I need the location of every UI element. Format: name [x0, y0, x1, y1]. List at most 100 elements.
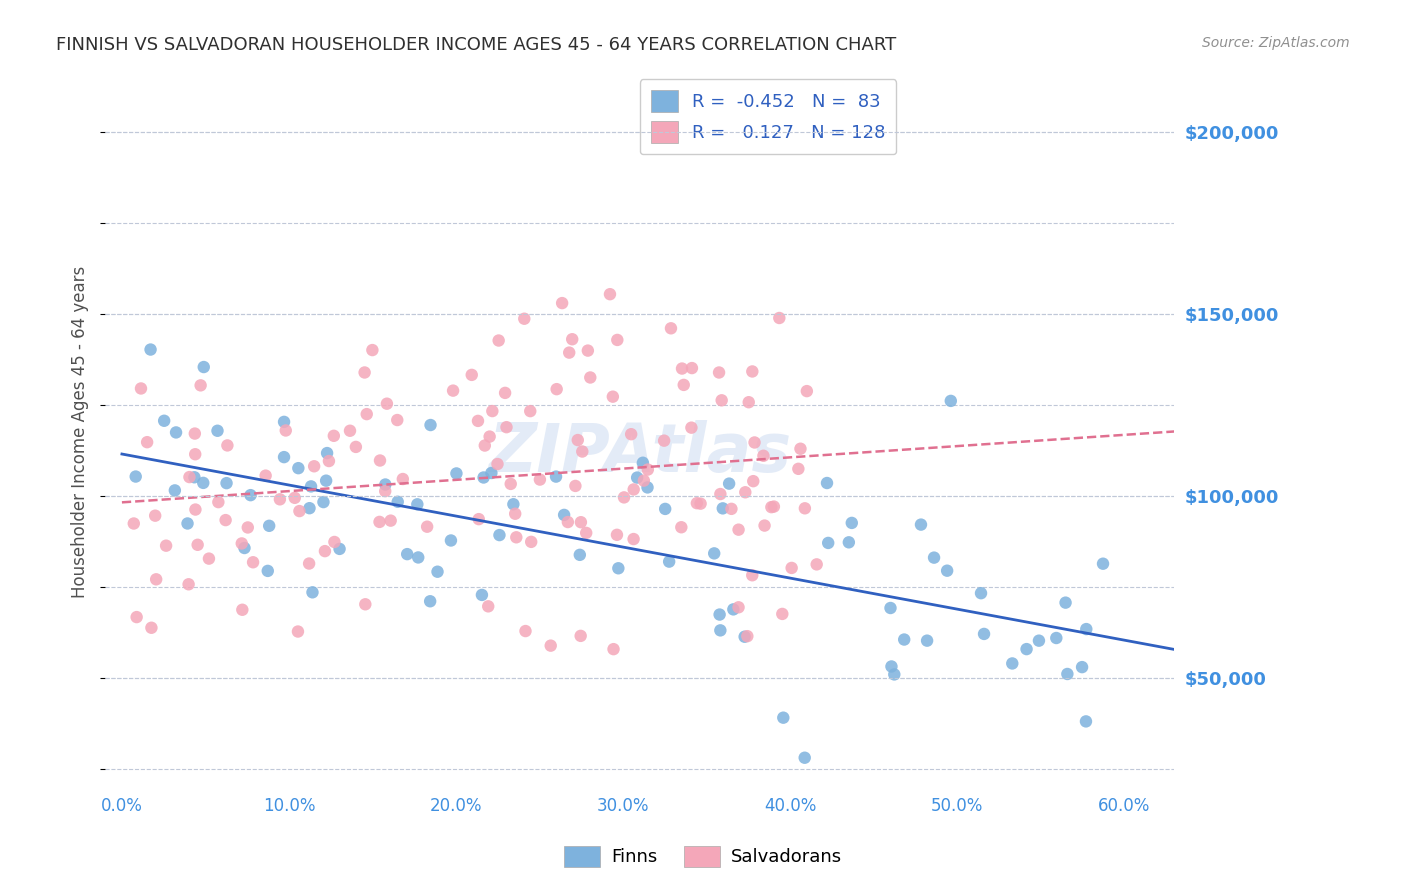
Finlanders — [893, 632, 915, 647]
Salvadorans — [681, 420, 703, 434]
Finlanders — [207, 424, 229, 438]
Finlanders — [841, 516, 863, 530]
Salvadorans — [288, 504, 311, 518]
Finlanders — [256, 564, 278, 578]
Finlanders — [544, 469, 567, 483]
Finlanders — [1045, 631, 1067, 645]
Finlanders — [165, 425, 187, 440]
Salvadorans — [467, 414, 489, 428]
Finlanders — [299, 479, 322, 493]
Salvadorans — [495, 420, 517, 434]
Salvadorans — [637, 462, 659, 476]
Salvadorans — [184, 502, 207, 516]
Salvadorans — [579, 370, 602, 384]
Finlanders — [471, 588, 494, 602]
Salvadorans — [339, 424, 361, 438]
Salvadorans — [671, 520, 693, 534]
Legend: R =  -0.452   N =  83, R =   0.127   N = 128: R = -0.452 N = 83, R = 0.127 N = 128 — [640, 79, 897, 154]
Salvadorans — [689, 497, 711, 511]
Finlanders — [406, 497, 429, 511]
Salvadorans — [623, 483, 645, 497]
Salvadorans — [761, 500, 783, 515]
Salvadorans — [387, 413, 409, 427]
Finlanders — [1071, 660, 1094, 674]
Finlanders — [419, 417, 441, 432]
Finlanders — [472, 470, 495, 484]
Finlanders — [553, 508, 575, 522]
Finlanders — [910, 517, 932, 532]
Salvadorans — [575, 525, 598, 540]
Finlanders — [139, 343, 162, 357]
Salvadorans — [486, 457, 509, 471]
Finlanders — [772, 711, 794, 725]
Finlanders — [183, 470, 205, 484]
Salvadorans — [793, 501, 815, 516]
Finlanders — [419, 594, 441, 608]
Salvadorans — [620, 427, 643, 442]
Finlanders — [193, 359, 215, 374]
Salvadorans — [564, 479, 586, 493]
Salvadorans — [741, 568, 763, 582]
Finlanders — [880, 659, 903, 673]
Salvadorans — [494, 385, 516, 400]
Salvadorans — [741, 364, 763, 378]
Finlanders — [607, 561, 630, 575]
Salvadorans — [599, 287, 621, 301]
Finlanders — [426, 565, 449, 579]
Salvadorans — [141, 621, 163, 635]
Salvadorans — [806, 558, 828, 572]
Finlanders — [1074, 714, 1097, 729]
Finlanders — [939, 393, 962, 408]
Finlanders — [273, 450, 295, 464]
Finlanders — [879, 601, 901, 615]
Finlanders — [257, 518, 280, 533]
Salvadorans — [557, 515, 579, 529]
Finlanders — [440, 533, 463, 548]
Salvadorans — [602, 642, 624, 657]
Salvadorans — [633, 474, 655, 488]
Salvadorans — [576, 343, 599, 358]
Salvadorans — [287, 624, 309, 639]
Salvadorans — [298, 557, 321, 571]
Salvadorans — [155, 539, 177, 553]
Salvadorans — [569, 515, 592, 529]
Salvadorans — [734, 485, 756, 500]
Salvadorans — [416, 519, 439, 533]
Salvadorans — [129, 381, 152, 395]
Salvadorans — [652, 434, 675, 448]
Salvadorans — [145, 572, 167, 586]
Salvadorans — [242, 555, 264, 569]
Salvadorans — [184, 426, 207, 441]
Salvadorans — [613, 491, 636, 505]
Salvadorans — [571, 444, 593, 458]
Salvadorans — [179, 470, 201, 484]
Salvadorans — [768, 310, 790, 325]
Finlanders — [1092, 557, 1115, 571]
Salvadorans — [752, 449, 775, 463]
Salvadorans — [602, 390, 624, 404]
Salvadorans — [780, 561, 803, 575]
Salvadorans — [503, 507, 526, 521]
Finlanders — [446, 467, 468, 481]
Finlanders — [153, 414, 176, 428]
Finlanders — [502, 497, 524, 511]
Finlanders — [479, 466, 502, 480]
Salvadorans — [318, 454, 340, 468]
Salvadorans — [681, 361, 703, 376]
Salvadorans — [184, 447, 207, 461]
Salvadorans — [361, 343, 384, 357]
Finlanders — [298, 501, 321, 516]
Finlanders — [815, 475, 838, 490]
Salvadorans — [519, 404, 541, 418]
Salvadorans — [488, 334, 510, 348]
Finlanders — [711, 501, 734, 516]
Finlanders — [287, 461, 309, 475]
Finlanders — [817, 536, 839, 550]
Salvadorans — [707, 366, 730, 380]
Salvadorans — [551, 296, 574, 310]
Finlanders — [915, 633, 938, 648]
Salvadorans — [727, 523, 749, 537]
Salvadorans — [254, 468, 277, 483]
Salvadorans — [686, 496, 709, 510]
Finlanders — [1028, 633, 1050, 648]
